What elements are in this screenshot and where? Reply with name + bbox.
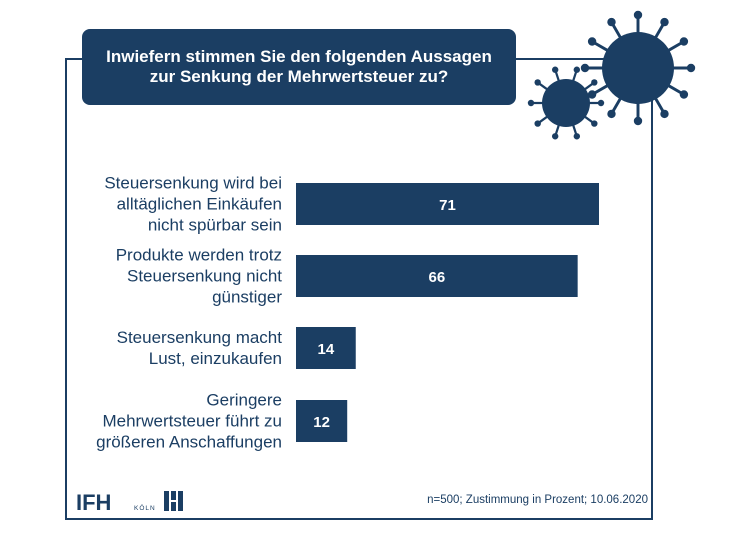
logo-text: IFH <box>76 491 111 515</box>
data-label-1: 71 <box>439 197 456 214</box>
category-label-line: Steuersenkung wird bei <box>104 173 282 193</box>
data-label-4: 12 <box>313 414 330 431</box>
bar-2 <box>296 255 578 297</box>
category-label-1: Steuersenkung wird bei alltäglichen Einkä… <box>52 173 282 236</box>
category-label-line: Produkte werden trotz <box>115 245 282 265</box>
data-label-3: 14 <box>318 341 335 358</box>
logo-subtext: KÖLN <box>134 504 156 512</box>
category-label-4: Geringere Mehrwertsteuer führt zu größeren… <box>52 390 282 453</box>
category-label-line: größeren Anschaffungen <box>96 432 282 452</box>
footnote: n=500; Zustimmung in Prozent; 10.06.2020 <box>427 494 648 506</box>
data-label-2: 66 <box>428 269 445 286</box>
category-label-line: Lust, einzukaufen <box>148 349 282 368</box>
ifh-logo: IFH KÖLN <box>76 491 183 515</box>
bar-4 <box>296 400 348 442</box>
bar-1 <box>296 183 599 225</box>
category-label-line: Mehrwertsteuer führt zu <box>102 411 282 431</box>
category-label-line: Geringere <box>206 390 282 410</box>
category-label-3: Steuersenkung macht Lust, einzukaufen <box>52 327 282 369</box>
category-label-line: günstiger <box>212 287 282 307</box>
virus-icon-small <box>527 66 605 140</box>
category-label-2: Produkte werden trotz Steuersenkung nicht… <box>52 245 282 308</box>
category-label-line: Steuersenkung macht <box>116 328 282 347</box>
category-label-line: Steuersenkung nicht <box>127 266 282 286</box>
chart-title: Inwiefern stimmen Sie den folgenden Auss… <box>82 29 516 105</box>
bar-3 <box>296 327 356 369</box>
category-label-line: nicht spürbar sein <box>147 215 282 235</box>
virus-icon-large <box>580 10 696 126</box>
category-label-line: alltäglichen Einkäufen <box>116 194 282 214</box>
